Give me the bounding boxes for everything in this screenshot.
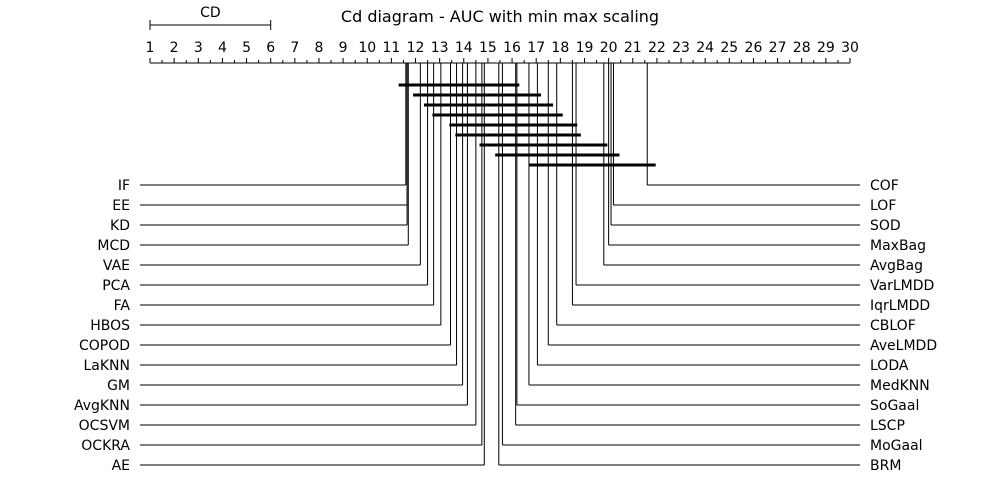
tick-label: 30 <box>841 40 859 56</box>
tick-label: 18 <box>551 40 569 56</box>
algorithm-label: IF <box>118 178 130 194</box>
algorithm-label: LODA <box>870 358 909 374</box>
tick-label: 3 <box>194 40 203 56</box>
algorithm-label: SOD <box>870 218 901 234</box>
tick-label: 17 <box>527 40 545 56</box>
tick-label: 13 <box>431 40 449 56</box>
tick-label: 12 <box>407 40 425 56</box>
tick-label: 26 <box>745 40 763 56</box>
algorithm-label: FA <box>114 298 131 314</box>
algorithm-label: EE <box>112 198 130 214</box>
tick-label: 11 <box>382 40 400 56</box>
cd-label: CD <box>200 5 221 21</box>
algorithm-label: SoGaal <box>870 398 919 414</box>
algorithm-label: VAE <box>103 258 130 274</box>
algorithm-label: OCSVM <box>79 418 130 434</box>
tick-label: 19 <box>576 40 594 56</box>
tick-label: 28 <box>793 40 811 56</box>
tick-label: 21 <box>624 40 642 56</box>
tick-label: 29 <box>817 40 835 56</box>
algorithm-label: PCA <box>102 278 130 294</box>
algorithm-label: BRM <box>870 458 901 474</box>
algorithm-label: VarLMDD <box>870 278 934 294</box>
algorithm-label: GM <box>107 378 130 394</box>
algorithm-label: LOF <box>870 198 896 214</box>
tick-label: 7 <box>290 40 299 56</box>
algorithm-label: AveLMDD <box>870 338 937 354</box>
algorithm-label: MaxBag <box>870 238 926 254</box>
tick-label: 24 <box>696 40 714 56</box>
algorithm-label: COF <box>870 178 899 194</box>
algorithm-label: AvgKNN <box>74 398 130 414</box>
clique-bars <box>398 83 656 167</box>
tick-label: 5 <box>242 40 251 56</box>
chart-title: Cd diagram - AUC with min max scaling <box>341 7 659 26</box>
algorithm-label: MoGaal <box>870 438 923 454</box>
tick-label: 9 <box>339 40 348 56</box>
algorithm-label: HBOS <box>90 318 130 334</box>
tick-label: 27 <box>769 40 787 56</box>
algorithm-label: COPOD <box>79 338 130 354</box>
tick-label: 4 <box>218 40 227 56</box>
tick-label: 10 <box>358 40 376 56</box>
algorithm-label: OCKRA <box>81 438 130 454</box>
left-algorithms: IF EE KD MCD VAE PCA FA HBOS COPOD LaKNN GM AvgKNN O… <box>74 63 485 474</box>
tick-label: 22 <box>648 40 666 56</box>
tick-label: 8 <box>315 40 324 56</box>
algorithm-label: AE <box>112 458 130 474</box>
critical-difference-bar <box>149 20 272 30</box>
tick-label: 25 <box>720 40 738 56</box>
tick-label: 14 <box>455 40 473 56</box>
tick-label: 15 <box>479 40 497 56</box>
algorithm-label: IqrLMDD <box>870 298 930 314</box>
algorithm-label: LSCP <box>870 418 905 434</box>
algorithm-label: KD <box>110 218 130 234</box>
right-algorithms: COF LOF SOD MaxBag AvgBag VarLMDD IqrLMDD CBLOF… <box>498 63 937 474</box>
tick-label: 2 <box>170 40 179 56</box>
tick-label: 16 <box>503 40 521 56</box>
algorithm-label: AvgBag <box>870 258 923 274</box>
algorithm-label: LaKNN <box>83 358 130 374</box>
tick-label: 23 <box>672 40 690 56</box>
tick-label: 1 <box>146 40 155 56</box>
algorithm-label: MedKNN <box>870 378 930 394</box>
algorithm-label: MCD <box>97 238 130 254</box>
tick-label: 20 <box>600 40 618 56</box>
axis-ticks: 1 2 3 4 5 6 7 8 9 10 11 12 13 14 15 16 17 18 19 20 21 22 23 24 2… <box>146 40 859 63</box>
tick-label: 6 <box>266 40 275 56</box>
algorithm-label: CBLOF <box>870 318 916 334</box>
